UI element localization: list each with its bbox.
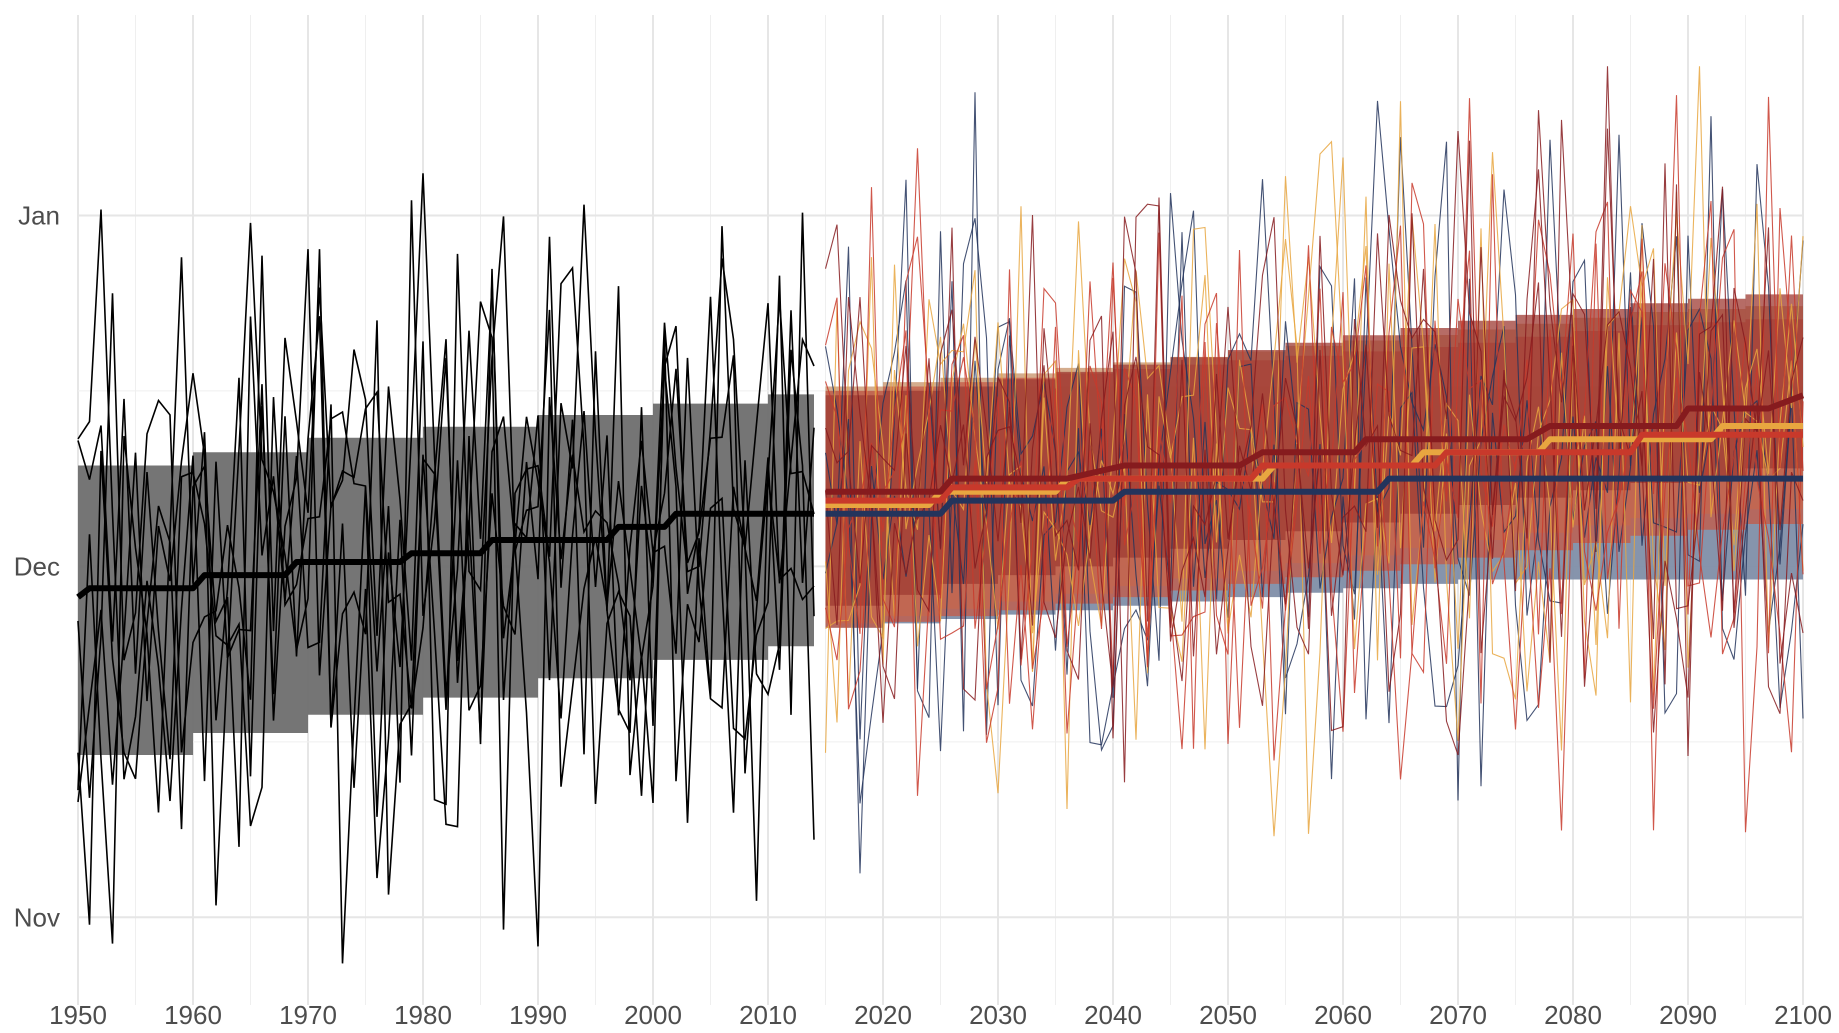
x-tick-label: 1950 bbox=[49, 1000, 107, 1030]
y-axis-tick-labels: Nov Dec Jan bbox=[14, 200, 60, 932]
y-tick-label: Dec bbox=[14, 551, 60, 581]
scenario-medians bbox=[825, 392, 1805, 517]
historical-band-area bbox=[78, 394, 814, 755]
historical-member-line bbox=[77, 204, 815, 906]
x-tick-label: 2030 bbox=[969, 1000, 1027, 1030]
scenario-member-line bbox=[825, 66, 1804, 751]
x-tick-label: 1970 bbox=[279, 1000, 337, 1030]
x-tick-label: 2070 bbox=[1429, 1000, 1487, 1030]
x-tick-label: 2050 bbox=[1199, 1000, 1257, 1030]
scenario-member-line bbox=[824, 128, 1804, 783]
x-tick-label: 1980 bbox=[394, 1000, 452, 1030]
x-tick-label: 2000 bbox=[624, 1000, 682, 1030]
historical-members bbox=[77, 173, 815, 964]
historical-member-line bbox=[77, 209, 815, 901]
scenario-member-line bbox=[824, 98, 1804, 761]
x-tick-label: 1990 bbox=[509, 1000, 567, 1030]
x-tick-label: 2020 bbox=[854, 1000, 912, 1030]
scenario-median-line bbox=[825, 475, 1803, 517]
x-tick-label: 2080 bbox=[1544, 1000, 1602, 1030]
x-tick-label: 2090 bbox=[1659, 1000, 1717, 1030]
historical-band bbox=[78, 394, 814, 755]
historical-median bbox=[76, 510, 814, 600]
x-tick-label: 2060 bbox=[1314, 1000, 1372, 1030]
historical-member-line bbox=[77, 255, 815, 930]
x-axis-tick-labels: 1950 1960 1970 1980 1990 2000 2010 2020 2030 2040… bbox=[49, 1000, 1832, 1030]
x-tick-label: 2040 bbox=[1084, 1000, 1142, 1030]
y-tick-label: Nov bbox=[14, 902, 60, 932]
scenario-median-line bbox=[825, 392, 1805, 495]
historical-median-line bbox=[76, 510, 814, 600]
x-tick-label: 1960 bbox=[164, 1000, 222, 1030]
x-tick-label: 2010 bbox=[739, 1000, 797, 1030]
y-tick-label: Jan bbox=[18, 200, 60, 230]
x-tick-label: 2100 bbox=[1774, 1000, 1832, 1030]
scenario-member-line bbox=[824, 101, 1804, 837]
scenario-median-line bbox=[825, 431, 1803, 504]
historical-member-line bbox=[77, 212, 815, 944]
